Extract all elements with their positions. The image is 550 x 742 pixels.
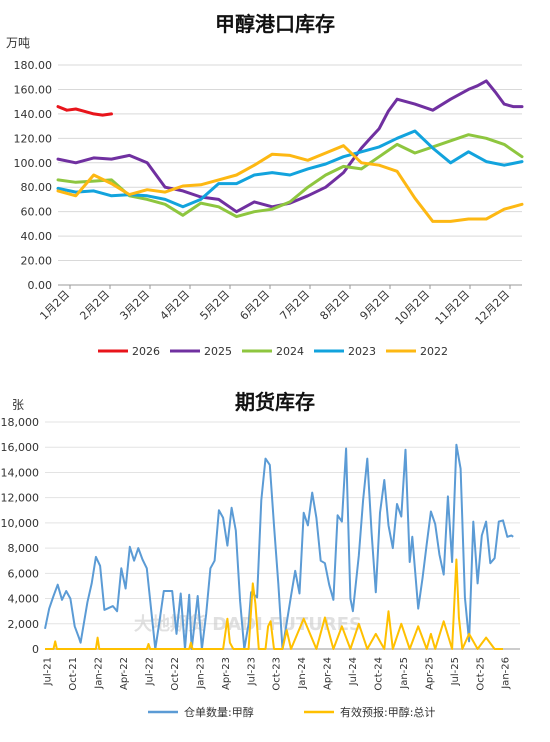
x-tick-label: 12月2日 xyxy=(473,288,513,328)
series-line-2023 xyxy=(56,129,524,209)
x-tick-label: Oct-21 xyxy=(68,657,79,691)
series-line-有效预报:甲醇:总计 xyxy=(45,558,503,650)
x-tick-label: 8月2日 xyxy=(317,288,352,323)
x-tick-label: Jul-22 xyxy=(144,657,155,686)
x-tick-label: Oct-23 xyxy=(272,657,283,691)
x-tick-label: Apr-24 xyxy=(323,657,334,690)
port-inventory-plot: 0.00 20.00 40.00 60.00 80.00 100.00 120.00 140.… xyxy=(14,59,524,358)
chart-title: 甲醇港口库存 xyxy=(215,12,335,36)
y-tick-label: 180.00 xyxy=(14,59,53,72)
series-line-2024 xyxy=(56,133,524,219)
x-tick-label: Apr-22 xyxy=(119,657,130,690)
y-tick-label: 160.00 xyxy=(14,83,53,96)
x-tick-label: Oct-25 xyxy=(475,657,486,691)
x-tick-label: 10月2日 xyxy=(393,288,433,328)
x-tick-label: Jan-26 xyxy=(501,657,512,690)
x-tick-label: 1月2日 xyxy=(37,288,72,323)
port-inventory-chart: 甲醇港口库存 万吨 0.00 20.00 40.00 60.00 80.00 100.00… xyxy=(0,0,550,370)
legend-label-有效预报:甲醇:总计: 有效预报:甲醇:总计 xyxy=(340,705,435,719)
x-tick-label: Oct-22 xyxy=(170,657,181,691)
y-tick-label: 140.00 xyxy=(14,108,53,121)
x-tick-label: 11月2日 xyxy=(433,288,473,328)
x-tick-label: Apr-25 xyxy=(424,657,435,690)
y-tick-label: 4,000 xyxy=(8,593,40,606)
y-tick-label: 0.00 xyxy=(28,279,53,292)
y-tick-label: 2,000 xyxy=(8,618,40,631)
x-tick-label: Oct-24 xyxy=(374,657,385,691)
y-tick-label: 8,000 xyxy=(8,542,40,555)
x-tick-label: 6月2日 xyxy=(237,288,272,323)
x-tick-label: Jul-25 xyxy=(450,657,461,686)
x-tick-label: 7月2日 xyxy=(277,288,312,323)
futures-inventory-plot: 0 2,000 4,000 6,000 8,000 10,000 12,000 14,000 1… xyxy=(1,416,520,719)
x-tick-label: 3月2日 xyxy=(117,288,152,323)
x-tick-label: Jan-22 xyxy=(94,657,105,690)
y-tick-label: 14,000 xyxy=(1,466,40,479)
y-tick-label: 120.00 xyxy=(14,132,53,145)
y-tick-label: 10,000 xyxy=(1,517,40,530)
x-tick-label: Jul-24 xyxy=(348,657,359,686)
x-tick-label: Jul-23 xyxy=(246,657,257,686)
y-tick-label: 0 xyxy=(32,643,39,656)
legend-label-2026: 2026 xyxy=(132,345,160,358)
x-tick-label: 2月2日 xyxy=(77,288,112,323)
chart-title: 期货库存 xyxy=(235,390,315,414)
x-tick-label: Jan-24 xyxy=(297,657,308,690)
legend-label-2024: 2024 xyxy=(276,345,304,358)
series-line-2022 xyxy=(56,144,524,223)
series-line-2026 xyxy=(56,105,113,117)
legend-label-仓单数量:甲醇: 仓单数量:甲醇 xyxy=(184,705,254,719)
series-line-仓单数量:甲醇 xyxy=(44,443,514,650)
legend-label-2022: 2022 xyxy=(420,345,448,358)
x-tick-label: Apr-23 xyxy=(221,657,232,690)
y-tick-label: 16,000 xyxy=(1,441,40,454)
y-tick-label: 80.00 xyxy=(21,181,53,194)
futures-inventory-chart: 期货库存 张 0 2,000 4,000 6,000 8,000 10,000 12,000… xyxy=(0,378,550,742)
y-tick-label: 6,000 xyxy=(8,567,40,580)
x-tick-label: 5月2日 xyxy=(197,288,232,323)
x-tick-label: 4月2日 xyxy=(157,288,192,323)
y-tick-label: 12,000 xyxy=(1,492,40,505)
y-tick-label: 40.00 xyxy=(21,230,53,243)
x-tick-label: Jul-21 xyxy=(43,657,54,686)
legend-label-2025: 2025 xyxy=(204,345,232,358)
y-tick-label: 20.00 xyxy=(21,255,53,268)
y-tick-label: 100.00 xyxy=(14,157,53,170)
legend-label-2023: 2023 xyxy=(348,345,376,358)
y-tick-label: 60.00 xyxy=(21,206,53,219)
x-tick-label: 9月2日 xyxy=(357,288,392,323)
y-tick-label: 18,000 xyxy=(1,416,40,429)
x-tick-label: Jan-23 xyxy=(195,657,206,690)
y-axis-unit: 张 xyxy=(12,398,25,412)
y-axis-unit: 万吨 xyxy=(6,36,31,50)
series-line-2025 xyxy=(56,79,524,214)
x-tick-label: Jan-25 xyxy=(399,657,410,690)
